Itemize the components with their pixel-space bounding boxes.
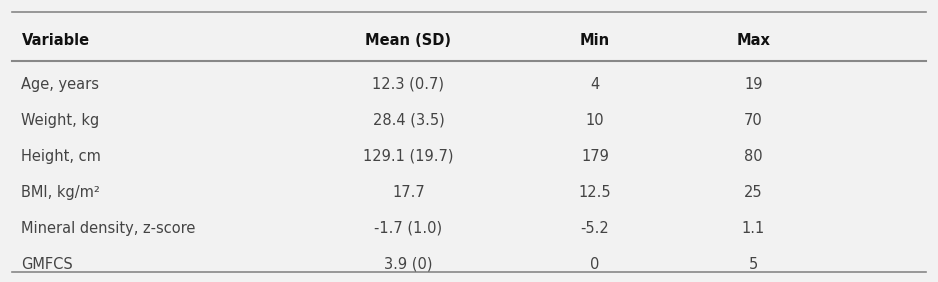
Text: Min: Min (580, 33, 610, 48)
Text: Variable: Variable (22, 33, 89, 48)
Text: Weight, kg: Weight, kg (22, 113, 99, 128)
Text: Age, years: Age, years (22, 77, 99, 92)
Text: 129.1 (19.7): 129.1 (19.7) (363, 149, 454, 164)
Text: 3.9 (0): 3.9 (0) (385, 257, 432, 272)
Text: 25: 25 (744, 185, 763, 200)
Text: 19: 19 (744, 77, 763, 92)
Text: 70: 70 (744, 113, 763, 128)
Text: Height, cm: Height, cm (22, 149, 101, 164)
Text: -1.7 (1.0): -1.7 (1.0) (374, 221, 443, 235)
Text: BMI, kg/m²: BMI, kg/m² (22, 185, 100, 200)
Text: Max: Max (736, 33, 770, 48)
Text: 4: 4 (590, 77, 599, 92)
Text: 12.5: 12.5 (579, 185, 612, 200)
Text: 80: 80 (744, 149, 763, 164)
Text: 28.4 (3.5): 28.4 (3.5) (372, 113, 445, 128)
Text: GMFCS: GMFCS (22, 257, 73, 272)
Text: 0: 0 (590, 257, 599, 272)
Text: 10: 10 (585, 113, 604, 128)
Text: 17.7: 17.7 (392, 185, 425, 200)
Text: 179: 179 (581, 149, 609, 164)
Text: 1.1: 1.1 (742, 221, 765, 235)
Text: 12.3 (0.7): 12.3 (0.7) (372, 77, 445, 92)
Text: 5: 5 (749, 257, 758, 272)
Text: Mineral density, z-score: Mineral density, z-score (22, 221, 196, 235)
Text: Mean (SD): Mean (SD) (366, 33, 451, 48)
Text: -5.2: -5.2 (581, 221, 610, 235)
